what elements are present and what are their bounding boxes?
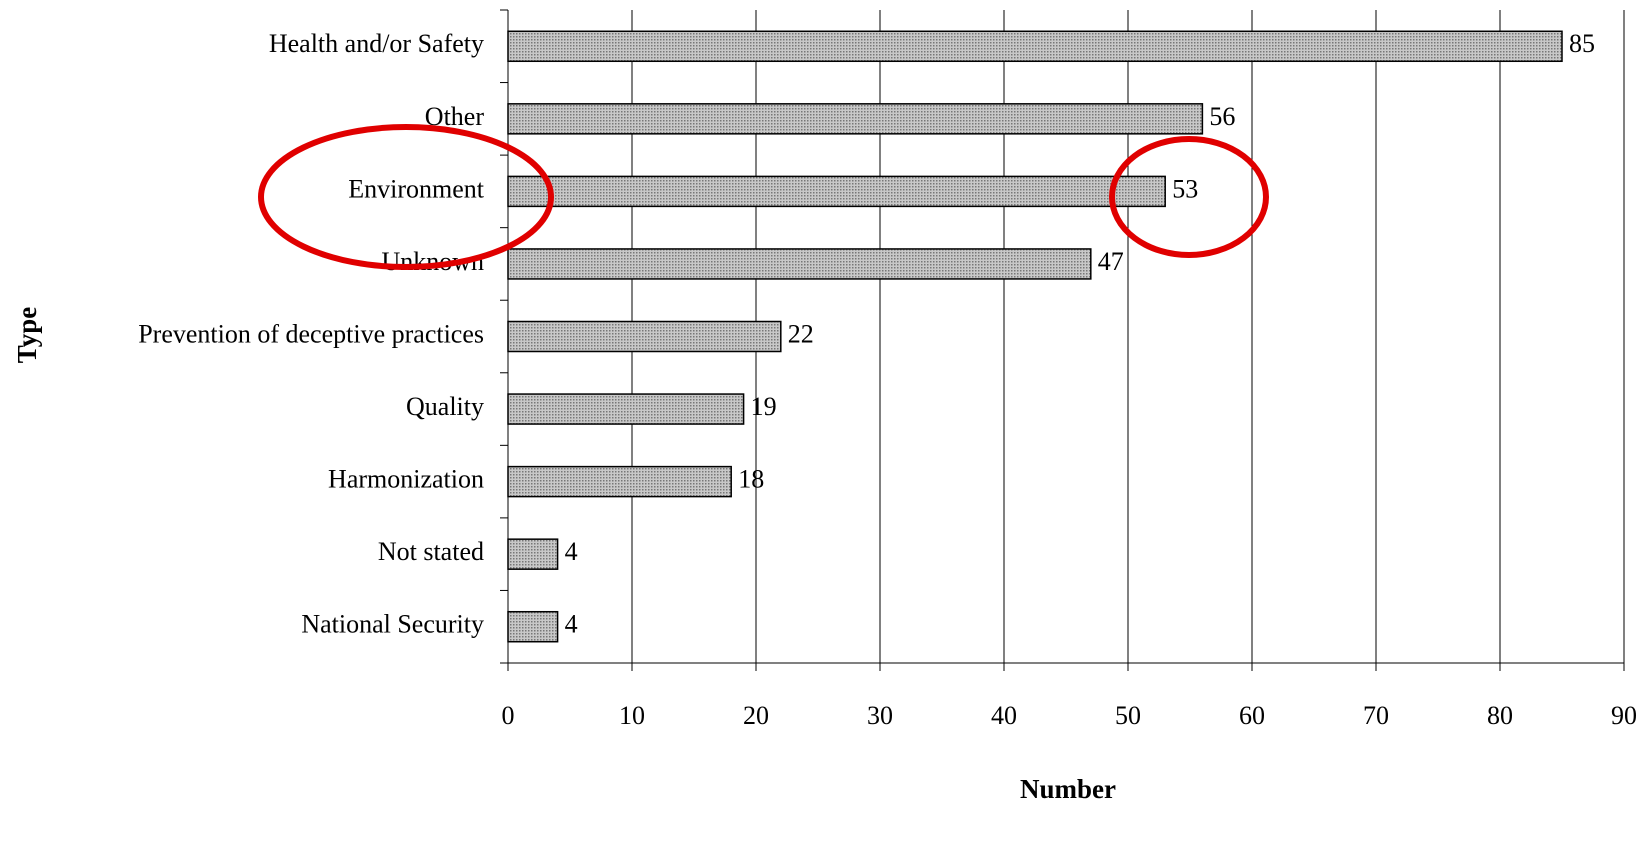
x-tick-label: 90 [1611,701,1637,730]
data-label: 4 [565,610,578,639]
x-tick-label: 30 [867,701,893,730]
bar [507,248,1092,280]
data-label: 22 [788,319,814,348]
y-axis-title: Type [12,307,42,364]
data-label: 85 [1569,29,1595,58]
bar [507,610,559,643]
x-axis-title: Number [1020,774,1116,804]
x-tick-label: 60 [1239,701,1265,730]
y-tick-label: National Security [301,610,484,639]
y-tick-label: Environment [348,174,485,203]
x-tick-label: 40 [991,701,1017,730]
bar [507,320,782,353]
highlight-circle [258,124,554,270]
highlight-circle [1109,136,1269,258]
x-tick-label: 20 [743,701,769,730]
y-tick-label: Quality [406,392,484,421]
bar [507,538,559,570]
x-tick-label: 80 [1487,701,1513,730]
bar [507,175,1166,208]
data-label: 19 [751,392,777,421]
bar [507,393,745,425]
data-label: 56 [1209,102,1235,131]
data-label: 18 [738,465,764,494]
data-label: 4 [565,537,578,566]
y-tick-label: Harmonization [328,465,484,494]
x-tick-label: 0 [502,701,515,730]
data-label: 47 [1098,247,1124,276]
x-tick-label: 70 [1363,701,1389,730]
bar [507,30,1563,63]
bar [507,465,732,498]
x-tick-label: 50 [1115,701,1141,730]
y-tick-label: Prevention of deceptive practices [138,319,484,348]
y-tick-label: Health and/or Safety [269,29,484,58]
bar [507,103,1204,135]
data-label: 53 [1172,174,1198,203]
plot-area: 0 10 20 30 40 50 60 70 80 90 Health and/or Safety 8… [138,9,1637,730]
y-tick-label: Not stated [378,537,484,566]
x-tick-label: 10 [619,701,645,730]
